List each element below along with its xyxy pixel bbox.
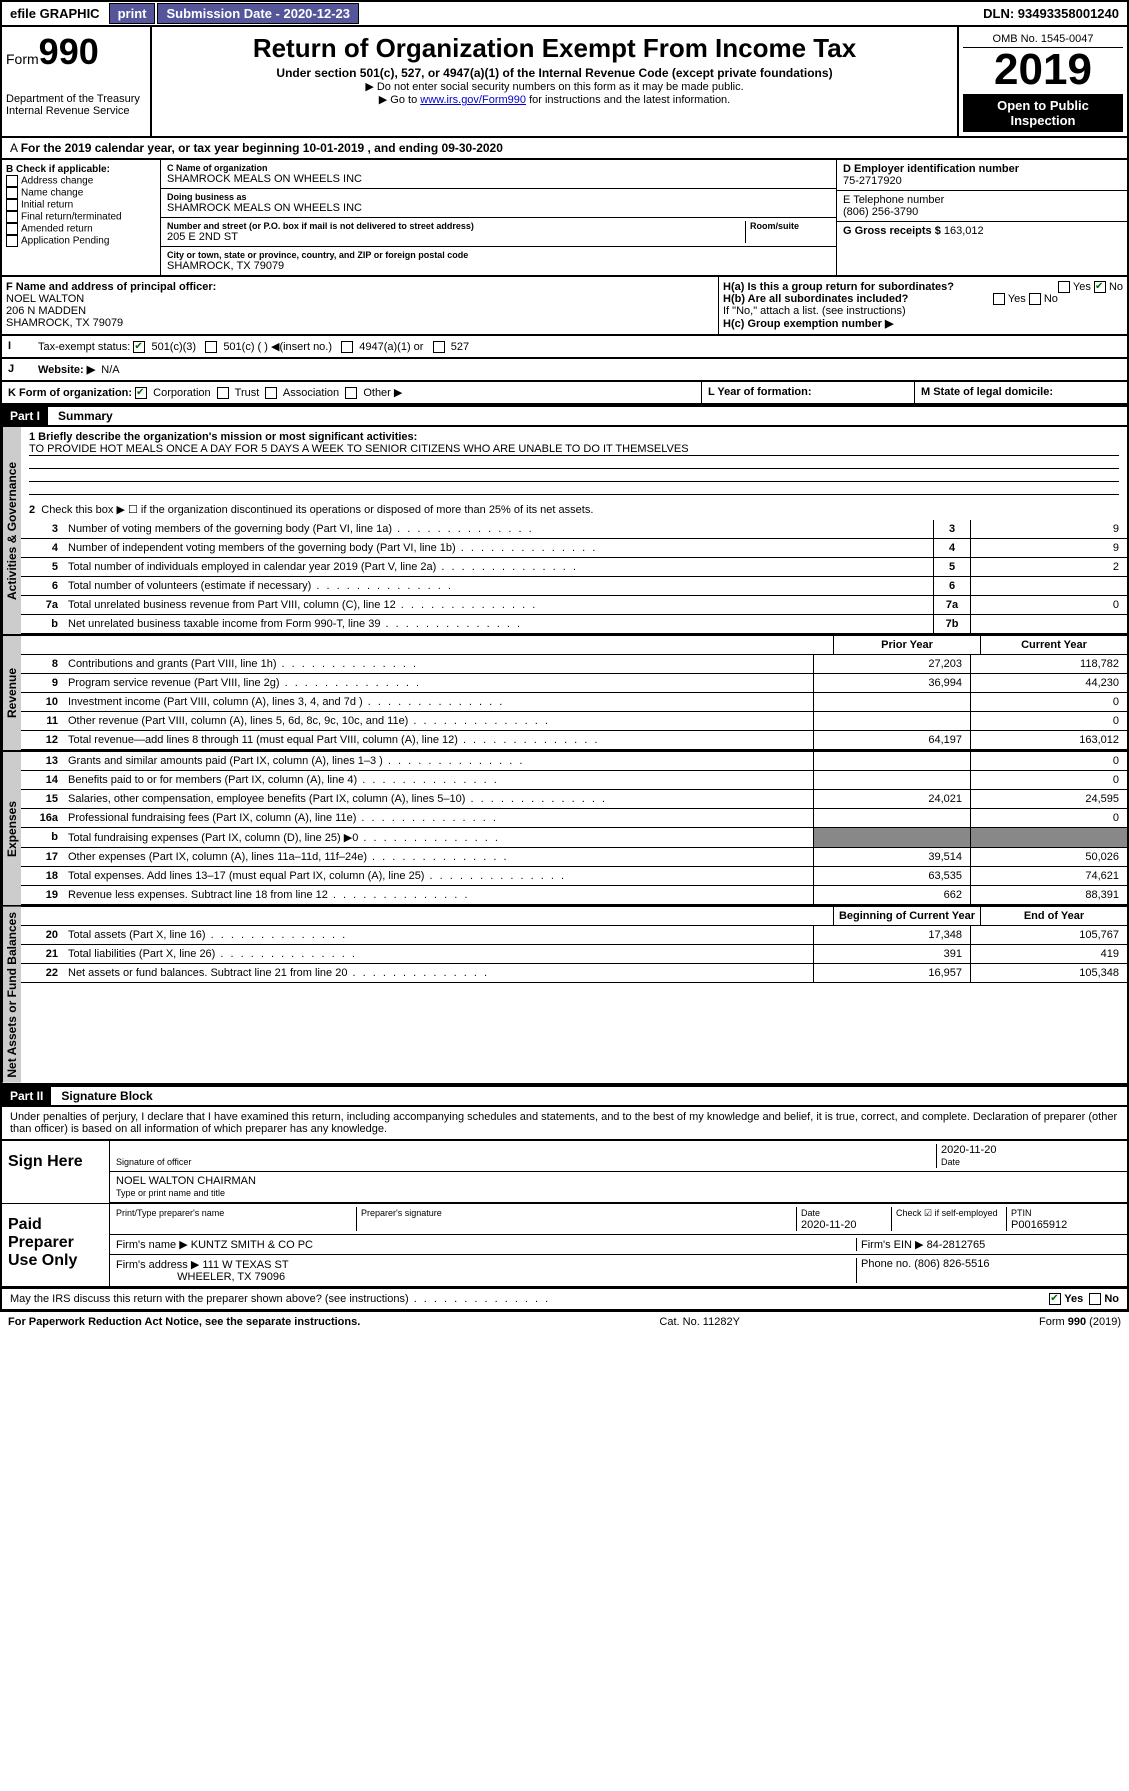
note-ssn: ▶ Do not enter social security numbers o…	[156, 80, 953, 93]
summary-section: Activities & Governance 1 Briefly descri…	[0, 427, 1129, 636]
form-label: Form	[6, 51, 39, 67]
form-number: 990	[39, 31, 99, 72]
summary-line: 11Other revenue (Part VIII, column (A), …	[21, 712, 1127, 731]
part1-header: Part I Summary	[0, 405, 1129, 427]
summary-line: 16aProfessional fundraising fees (Part I…	[21, 809, 1127, 828]
discuss-row: May the IRS discuss this return with the…	[0, 1289, 1129, 1311]
side-governance: Activities & Governance	[2, 427, 21, 634]
summary-line: 6Total number of volunteers (estimate if…	[21, 577, 1127, 596]
summary-line: 8Contributions and grants (Part VIII, li…	[21, 655, 1127, 674]
info-grid-2: F Name and address of principal officer:…	[0, 277, 1129, 336]
revenue-section: Revenue Prior YearCurrent Year 8Contribu…	[0, 636, 1129, 752]
signature-block: Sign Here Signature of officer2020-11-20…	[0, 1141, 1129, 1289]
info-grid: B Check if applicable: Address change Na…	[0, 160, 1129, 277]
summary-line: 4Number of independent voting members of…	[21, 539, 1127, 558]
summary-line: 3Number of voting members of the governi…	[21, 520, 1127, 539]
summary-line: bNet unrelated business taxable income f…	[21, 615, 1127, 634]
officer-name: NOEL WALTON	[6, 293, 84, 305]
firm-phone: (806) 826-5516	[914, 1258, 989, 1270]
form-subtitle: Under section 501(c), 527, or 4947(a)(1)…	[156, 66, 953, 80]
summary-line: 22Net assets or fund balances. Subtract …	[21, 964, 1127, 983]
efile-label: efile GRAPHIC	[2, 4, 108, 23]
firm-ein: 84-2812765	[927, 1239, 986, 1251]
street-address: 205 E 2ND ST	[167, 231, 238, 243]
summary-line: 18Total expenses. Add lines 13–17 (must …	[21, 867, 1127, 886]
side-netassets: Net Assets or Fund Balances	[2, 907, 21, 1083]
summary-line: 21Total liabilities (Part X, line 26)391…	[21, 945, 1127, 964]
city-state-zip: SHAMROCK, TX 79079	[167, 260, 284, 272]
summary-line: 9Program service revenue (Part VIII, lin…	[21, 674, 1127, 693]
summary-line: bTotal fundraising expenses (Part IX, co…	[21, 828, 1127, 848]
summary-line: 20Total assets (Part X, line 16)17,34810…	[21, 926, 1127, 945]
firm-address: 111 W TEXAS ST	[202, 1259, 288, 1271]
form-org-row: K Form of organization: Corporation Trus…	[0, 382, 1129, 405]
website: N/A	[101, 364, 119, 376]
summary-line: 10Investment income (Part VIII, column (…	[21, 693, 1127, 712]
ptin: P00165912	[1011, 1219, 1067, 1231]
website-row: J Website: ▶ N/A	[0, 359, 1129, 382]
netassets-section: Net Assets or Fund Balances Beginning of…	[0, 907, 1129, 1085]
tax-period: A For the 2019 calendar year, or tax yea…	[0, 138, 1129, 160]
dln-label: DLN: 93493358001240	[975, 4, 1127, 23]
summary-line: 5Total number of individuals employed in…	[21, 558, 1127, 577]
summary-line: 7aTotal unrelated business revenue from …	[21, 596, 1127, 615]
org-name: SHAMROCK MEALS ON WHEELS INC	[167, 173, 362, 185]
side-expenses: Expenses	[2, 752, 21, 905]
submission-date: Submission Date - 2020-12-23	[157, 3, 359, 24]
summary-line: 13Grants and similar amounts paid (Part …	[21, 752, 1127, 771]
page-footer: For Paperwork Reduction Act Notice, see …	[0, 1311, 1129, 1332]
ein: 75-2717920	[843, 175, 902, 187]
status-row: I Tax-exempt status: 501(c)(3) 501(c) ( …	[0, 336, 1129, 359]
firm-name: KUNTZ SMITH & CO PC	[191, 1239, 313, 1251]
side-revenue: Revenue	[2, 636, 21, 750]
summary-line: 15Salaries, other compensation, employee…	[21, 790, 1127, 809]
dept-label: Department of the Treasury Internal Reve…	[6, 93, 146, 117]
officer-city: SHAMROCK, TX 79079	[6, 317, 123, 329]
open-inspection: Open to Public Inspection	[963, 94, 1123, 132]
gross-receipts: 163,012	[944, 225, 984, 237]
summary-line: 19Revenue less expenses. Subtract line 1…	[21, 886, 1127, 905]
summary-line: 14Benefits paid to or for members (Part …	[21, 771, 1127, 790]
phone: (806) 256-3790	[843, 206, 918, 218]
summary-line: 17Other expenses (Part IX, column (A), l…	[21, 848, 1127, 867]
signer-name: NOEL WALTON CHAIRMAN	[116, 1175, 256, 1187]
mission-text: TO PROVIDE HOT MEALS ONCE A DAY FOR 5 DA…	[29, 443, 1119, 456]
part2-header: Part II Signature Block	[0, 1085, 1129, 1107]
form-title: Return of Organization Exempt From Incom…	[158, 33, 951, 64]
print-button[interactable]: print	[109, 3, 156, 24]
perjury-text: Under penalties of perjury, I declare th…	[0, 1107, 1129, 1141]
top-bar: efile GRAPHIC print Submission Date - 20…	[0, 0, 1129, 27]
summary-line: 12Total revenue—add lines 8 through 11 (…	[21, 731, 1127, 750]
dba-name: SHAMROCK MEALS ON WHEELS INC	[167, 202, 362, 214]
box-b: B Check if applicable: Address change Na…	[2, 160, 161, 275]
form-header: Form990 Department of the Treasury Inter…	[0, 27, 1129, 138]
irs-link[interactable]: www.irs.gov/Form990	[420, 94, 526, 106]
tax-year: 2019	[963, 48, 1123, 92]
officer-street: 206 N MADDEN	[6, 305, 86, 317]
note-link: ▶ Go to www.irs.gov/Form990 for instruct…	[156, 93, 953, 106]
expenses-section: Expenses 13Grants and similar amounts pa…	[0, 752, 1129, 907]
